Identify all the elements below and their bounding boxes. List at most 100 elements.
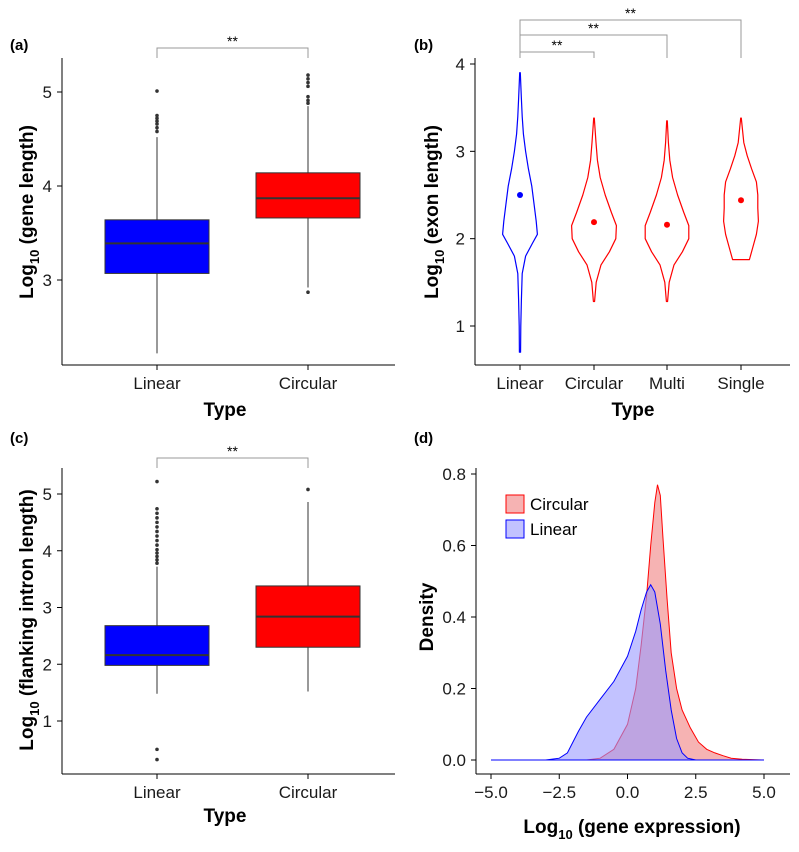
panel-c-y-tick-label: 2 bbox=[43, 655, 52, 674]
panel-c-x-tick-label: Circular bbox=[279, 783, 338, 802]
panel-c-significance-label: ** bbox=[227, 443, 238, 459]
panel-a-y-tick-label: 4 bbox=[43, 177, 52, 196]
panel-b-mean-point bbox=[517, 192, 523, 198]
panel-c-outlier-point bbox=[155, 506, 159, 511]
panel-b-significance-label: ** bbox=[588, 20, 599, 36]
panel-a-outlier-point bbox=[306, 98, 310, 103]
panel-c-outlier-point bbox=[155, 534, 159, 538]
panel-a-x-tick-label: Linear bbox=[133, 374, 181, 393]
panel-d-y-tick-label: 0.4 bbox=[442, 608, 466, 627]
panel-c-y-tick-label: 4 bbox=[43, 542, 52, 561]
panel-b-mean-point bbox=[738, 197, 744, 204]
panel-c-outlier-point bbox=[155, 547, 159, 552]
panel-c-y-title-sub: 10 bbox=[27, 701, 42, 715]
panel-d-legend-label: Circular bbox=[530, 495, 589, 514]
panel-d-density-plot: 0.0 0.2 0.4 0.6 0.8 −5.0 −2.5 0.0 2.5 5.0 Circular… bbox=[442, 465, 790, 802]
panel-d-density-area-linear bbox=[491, 583, 764, 761]
panel-d-x-tick-label: 0.0 bbox=[616, 783, 640, 802]
panel-c-significance-bracket bbox=[156, 457, 309, 468]
panel-b-y-axis-title: Log10 (exon length) bbox=[422, 125, 447, 299]
panel-b-x-axis-title: Type bbox=[612, 400, 655, 421]
panel-a-significance-bracket bbox=[156, 47, 309, 58]
panel-label-d: (d) bbox=[414, 430, 433, 447]
panel-d-y-tick-label: 0.6 bbox=[442, 537, 466, 556]
panel-d-y-tick-label: 0.8 bbox=[442, 465, 466, 484]
panel-c-outlier-point bbox=[155, 525, 159, 529]
panel-a-y-tick-label: 3 bbox=[43, 271, 52, 290]
panel-c-y-tick-label: 3 bbox=[43, 599, 52, 618]
panel-c-y-tick-label: 1 bbox=[43, 712, 52, 731]
panel-c-outlier-point bbox=[155, 529, 159, 534]
panel-b-x-tick-label: Linear bbox=[496, 374, 544, 393]
panel-a-y-title-rest: (gene length) bbox=[17, 125, 38, 250]
panel-d-legend-swatch bbox=[505, 494, 525, 514]
panel-b-violin-single bbox=[723, 117, 759, 261]
panel-c-x-axis-title: Type bbox=[204, 806, 247, 827]
panel-c-x-tick-label: Linear bbox=[133, 783, 181, 802]
panel-label-b: (b) bbox=[414, 37, 433, 54]
panel-a-y-title-main: Log bbox=[17, 264, 38, 299]
panel-c-outlier-point bbox=[155, 516, 159, 520]
panel-c-y-axis-title: Log10 (flanking intron length) bbox=[17, 489, 42, 750]
panel-a-outlier-point bbox=[155, 122, 159, 126]
panel-c-outlier-point bbox=[306, 487, 310, 492]
panel-a-outlier-point bbox=[306, 290, 310, 295]
panel-b-significance-bracket bbox=[519, 19, 742, 58]
panel-c-outlier-point bbox=[155, 520, 159, 525]
panel-b-y-tick-label: 2 bbox=[456, 230, 465, 249]
panel-label-c: (c) bbox=[10, 430, 28, 447]
panel-b-x-tick-label: Circular bbox=[565, 374, 624, 393]
panel-d-y-tick-label: 0.0 bbox=[442, 751, 466, 770]
panel-c-y-title-rest: (flanking intron length) bbox=[17, 489, 38, 701]
panel-c-outlier-point bbox=[155, 558, 159, 562]
panel-a-significance-label: ** bbox=[227, 33, 238, 49]
panel-a-y-title-sub: 10 bbox=[27, 250, 42, 264]
panel-b-significance-label: ** bbox=[625, 5, 636, 21]
panel-b-y-title-rest: (exon length) bbox=[422, 125, 443, 250]
panel-d-x-tick-label: 5.0 bbox=[752, 783, 776, 802]
panel-c-outlier-point bbox=[155, 561, 159, 566]
panel-b-violin-circular bbox=[571, 117, 617, 303]
panel-b-y-tick-label: 3 bbox=[456, 142, 465, 161]
panel-c-y-title-main: Log bbox=[17, 716, 38, 751]
panel-d-x-tick-label: 2.5 bbox=[684, 783, 708, 802]
panel-d-x-title-sub: 10 bbox=[558, 827, 572, 842]
panel-a-y-tick-label: 5 bbox=[43, 83, 52, 102]
panel-a-outlier-point bbox=[155, 125, 159, 130]
panel-a-box-linear bbox=[104, 219, 210, 274]
panel-a-outlier-point bbox=[306, 84, 310, 89]
panel-a-y-axis-title: Log10 (gene length) bbox=[17, 125, 42, 299]
panel-d-x-axis-title: Log10 (gene expression) bbox=[523, 817, 740, 842]
panel-c-box-linear bbox=[104, 625, 210, 666]
panel-c-outlier-point bbox=[155, 747, 159, 752]
panel-c-outlier-point bbox=[155, 511, 159, 516]
panel-c-outlier-point bbox=[155, 538, 159, 543]
panel-a-outlier-point bbox=[155, 89, 159, 93]
panel-b-mean-point bbox=[664, 221, 670, 228]
panel-b-mean-point bbox=[591, 219, 597, 226]
panel-c-y-tick-label: 5 bbox=[43, 485, 52, 504]
panel-d-legend-label: Linear bbox=[530, 520, 578, 539]
panel-d-x-tick-label: −2.5 bbox=[542, 783, 576, 802]
panel-c-boxplot: 1 2 3 4 5 Linear Circular ** bbox=[43, 443, 395, 802]
panel-c-outlier-point bbox=[155, 551, 159, 555]
panel-b-y-tick-label: 4 bbox=[456, 55, 465, 74]
panel-d-x-title-rest: (gene expression) bbox=[573, 817, 741, 838]
panel-b-y-title-sub: 10 bbox=[432, 250, 447, 264]
panel-b-violin-multi bbox=[644, 120, 690, 303]
panel-d-x-tick-label: −5.0 bbox=[474, 783, 508, 802]
panel-d-y-axis-title: Density bbox=[417, 582, 438, 651]
panel-label-a: (a) bbox=[10, 37, 28, 54]
panel-a-outlier-point bbox=[155, 129, 159, 134]
panel-a-outlier-point bbox=[306, 80, 310, 85]
panel-b-violin-linear bbox=[502, 72, 538, 353]
panel-b-x-tick-label: Single bbox=[717, 374, 764, 393]
panel-a-outlier-point bbox=[306, 77, 310, 81]
panel-a-outlier-point bbox=[155, 116, 159, 121]
panel-a-outlier-point bbox=[306, 73, 310, 77]
panel-d-legend-swatch bbox=[505, 519, 525, 539]
panel-c-outlier-point bbox=[155, 757, 159, 762]
panel-a-outlier-point bbox=[155, 113, 159, 118]
panel-c-outlier-point bbox=[155, 554, 159, 559]
